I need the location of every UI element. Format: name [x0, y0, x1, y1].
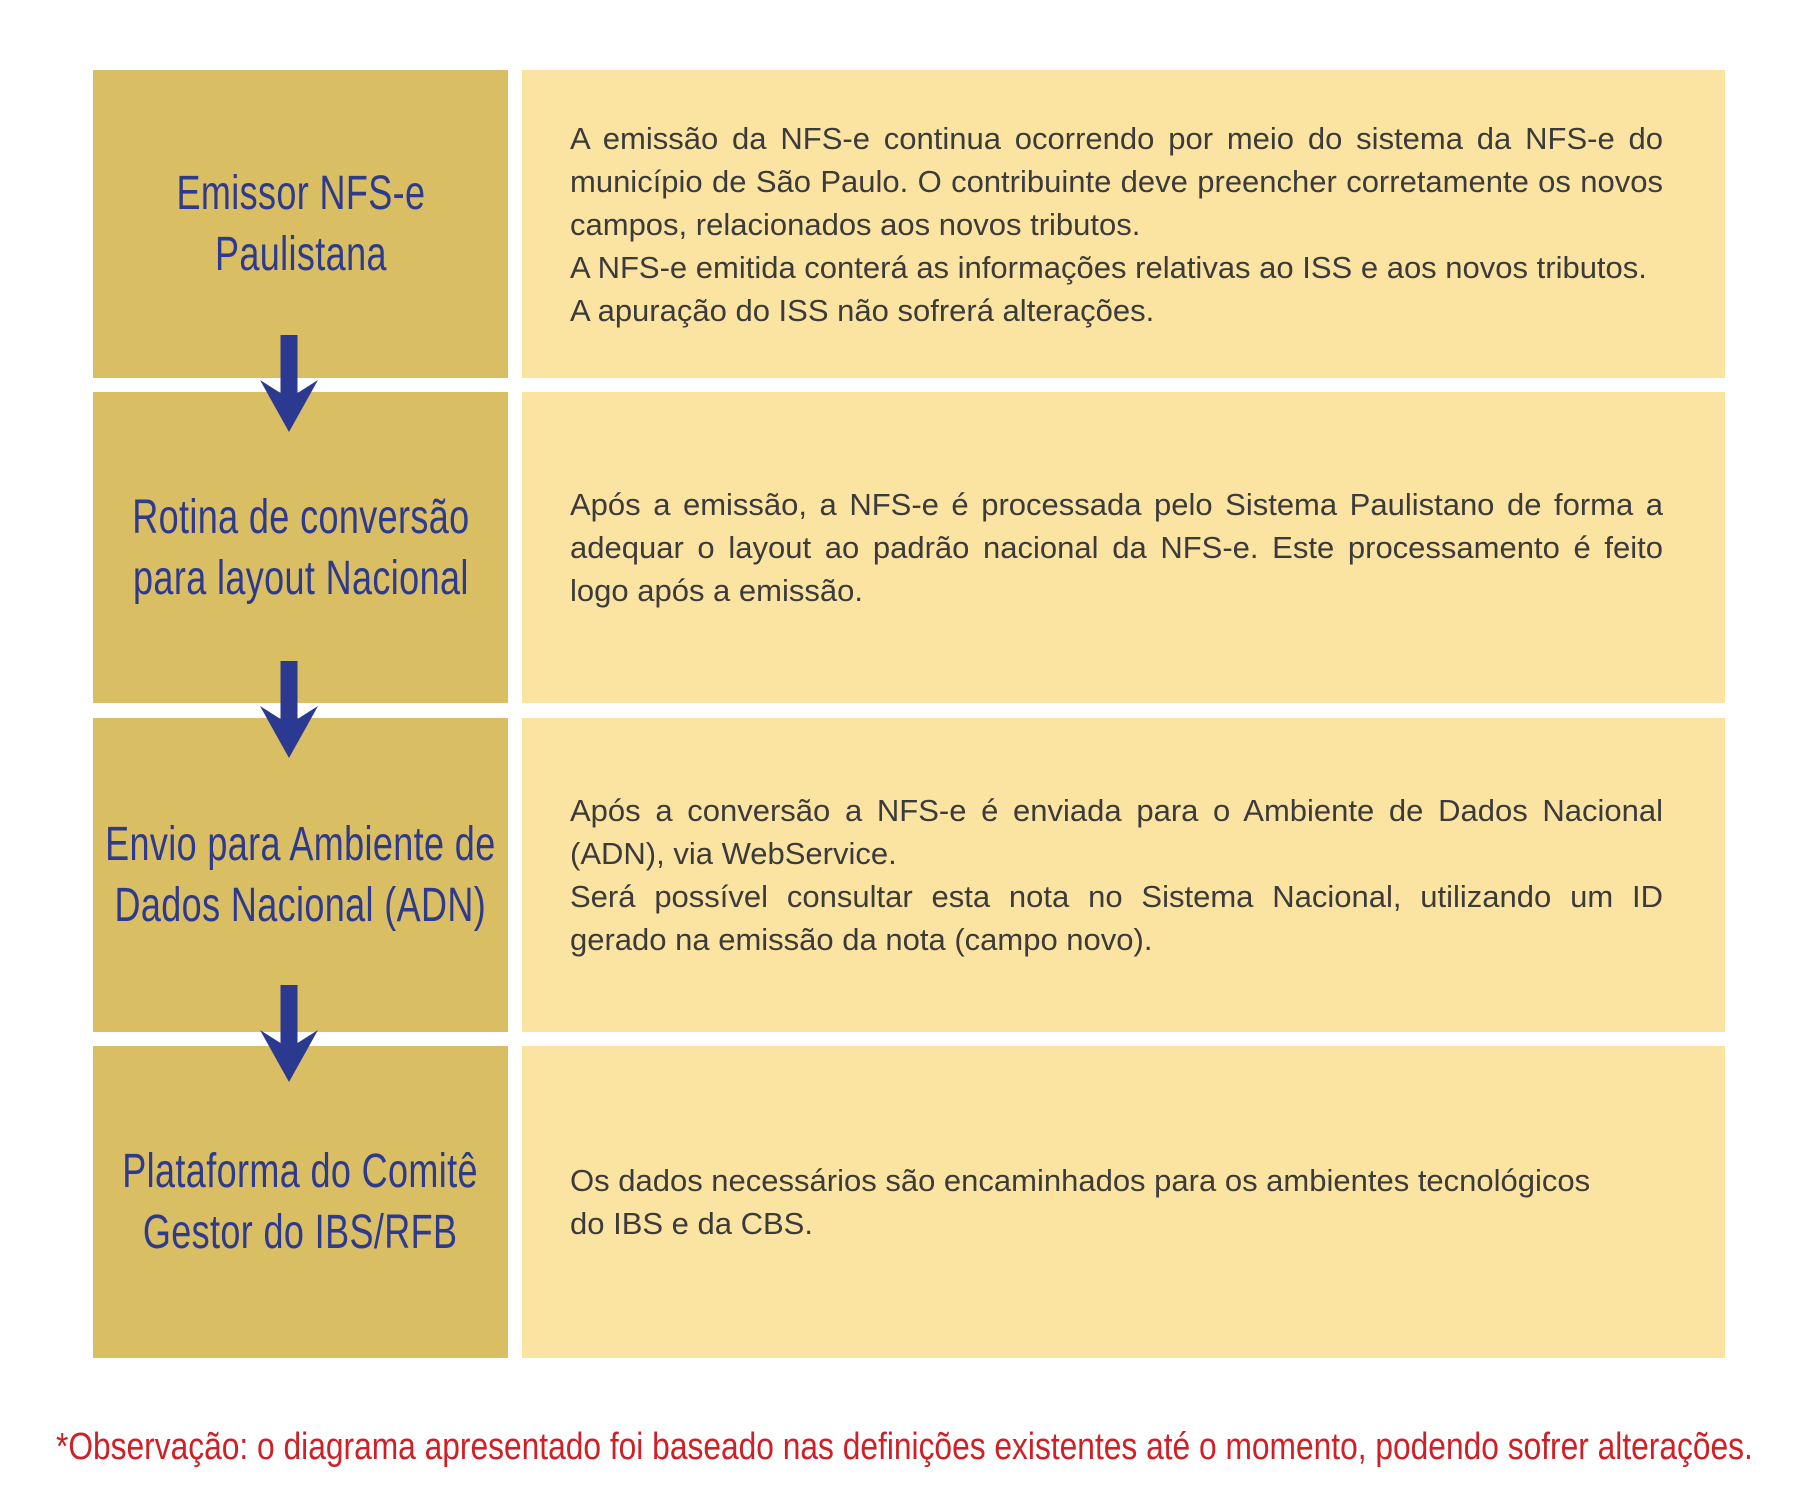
- stage-box-plataforma: Plataforma do Comitê Gestor do IBS/RFB: [93, 1046, 508, 1358]
- stage-title-plataforma: Plataforma do Comitê Gestor do IBS/RFB: [122, 1145, 479, 1259]
- stage-title-emissor: Emissor NFS-e Paulistana: [176, 167, 425, 281]
- arrow-down-icon: [260, 985, 318, 1082]
- stage-description-box-emissor: A emissão da NFS-e continua ocorrendo po…: [522, 70, 1725, 378]
- stage-description-emissor: A emissão da NFS-e continua ocorrendo po…: [570, 120, 1663, 328]
- stage-title-conversao: Rotina de conversão para layout Nacional: [131, 490, 470, 605]
- stage-description-box-envio-adn: Após a conversão a NFS-e é enviada para …: [522, 718, 1725, 1032]
- stage-description-conversao: Após a emissão, a NFS-e é processada pel…: [570, 487, 1663, 608]
- stage-box-conversao: Rotina de conversão para layout Nacional: [93, 392, 508, 703]
- stage-box-envio-adn: Envio para Ambiente de Dados Nacional (A…: [93, 718, 508, 1032]
- stage-box-emissor: Emissor NFS-e Paulistana: [93, 70, 508, 378]
- stage-description-plataforma: Os dados necessários são encaminhados pa…: [570, 1163, 1591, 1241]
- arrow-down-icon: [260, 661, 318, 758]
- footnote: *Observação: o diagrama apresentado foi …: [56, 1426, 1753, 1468]
- stage-description-envio-adn: Após a conversão a NFS-e é enviada para …: [570, 793, 1663, 957]
- stage-description-box-conversao: Após a emissão, a NFS-e é processada pel…: [522, 392, 1725, 703]
- stage-title-envio-adn: Envio para Ambiente de Dados Nacional (A…: [105, 818, 496, 932]
- stage-description-box-plataforma: Os dados necessários são encaminhados pa…: [522, 1046, 1725, 1358]
- arrow-down-icon: [260, 335, 318, 432]
